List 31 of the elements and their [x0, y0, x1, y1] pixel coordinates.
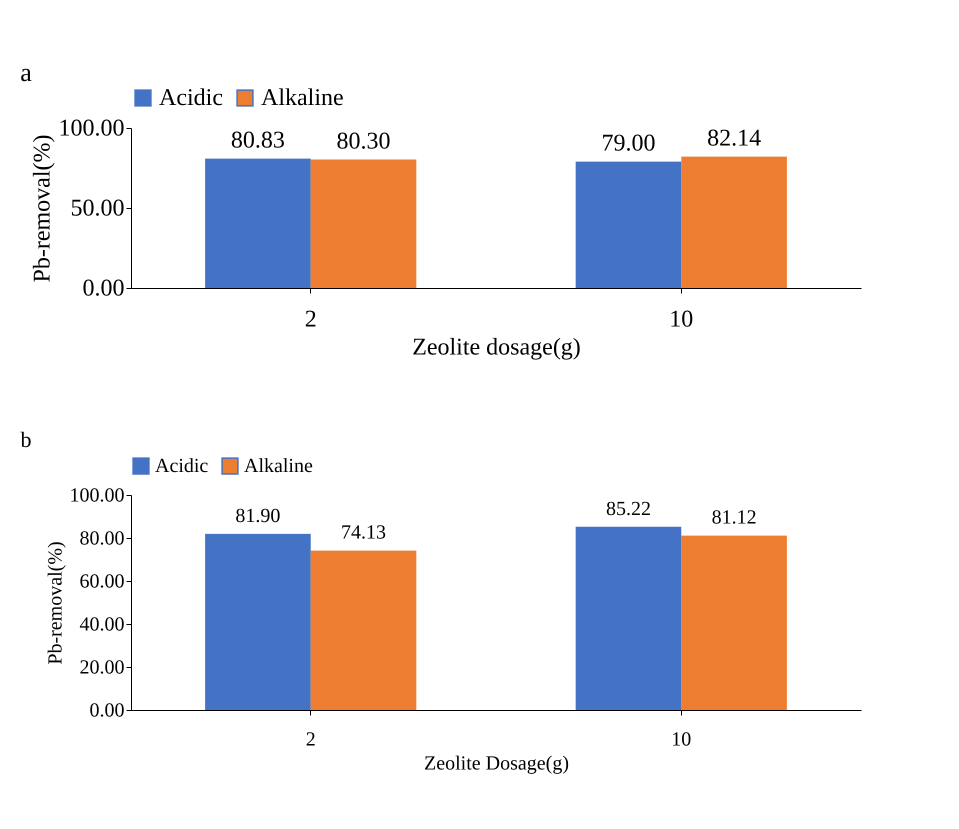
- x-tick-label: 2: [304, 306, 317, 332]
- x-axis-title: Zeolite dosage(g): [412, 334, 581, 360]
- legend-label: Alkaline: [244, 455, 313, 478]
- y-tick-label: 80.00: [80, 528, 124, 550]
- x-tick-label: 2: [306, 728, 316, 750]
- y-tick-label: 0.00: [90, 700, 124, 722]
- x-axis-title: Zeolite Dosage(g): [424, 752, 569, 774]
- text: b: [20, 427, 32, 452]
- y-tick-label: 60.00: [80, 570, 124, 592]
- legend-label: Acidic: [159, 85, 223, 111]
- y-axis-title: Pb-removal(%): [44, 541, 66, 665]
- legend-label: Alkaline: [261, 85, 344, 111]
- y-tick-label: 100.00: [70, 484, 124, 506]
- y-tick-label: 40.00: [80, 614, 124, 636]
- data-label: 79.00: [601, 130, 656, 157]
- legend-label: Acidic: [155, 455, 208, 478]
- data-label: 85.22: [606, 498, 651, 520]
- data-label: 80.30: [336, 128, 391, 155]
- text: a: [20, 58, 32, 87]
- data-label: 80.83: [230, 128, 285, 154]
- y-axis-title: Pb-removal(%): [30, 134, 56, 282]
- data-label: 82.14: [707, 126, 762, 152]
- y-tick-label: 100.00: [58, 116, 124, 142]
- data-label: 81.12: [712, 506, 757, 529]
- data-label: 74.13: [341, 522, 386, 544]
- x-tick-label: 10: [671, 728, 692, 750]
- x-tick-label: 10: [669, 306, 694, 332]
- data-label: 81.90: [235, 504, 280, 527]
- y-tick-label: 50.00: [70, 196, 124, 222]
- y-tick-label: 0.00: [82, 276, 124, 302]
- y-tick-label: 20.00: [80, 656, 124, 678]
